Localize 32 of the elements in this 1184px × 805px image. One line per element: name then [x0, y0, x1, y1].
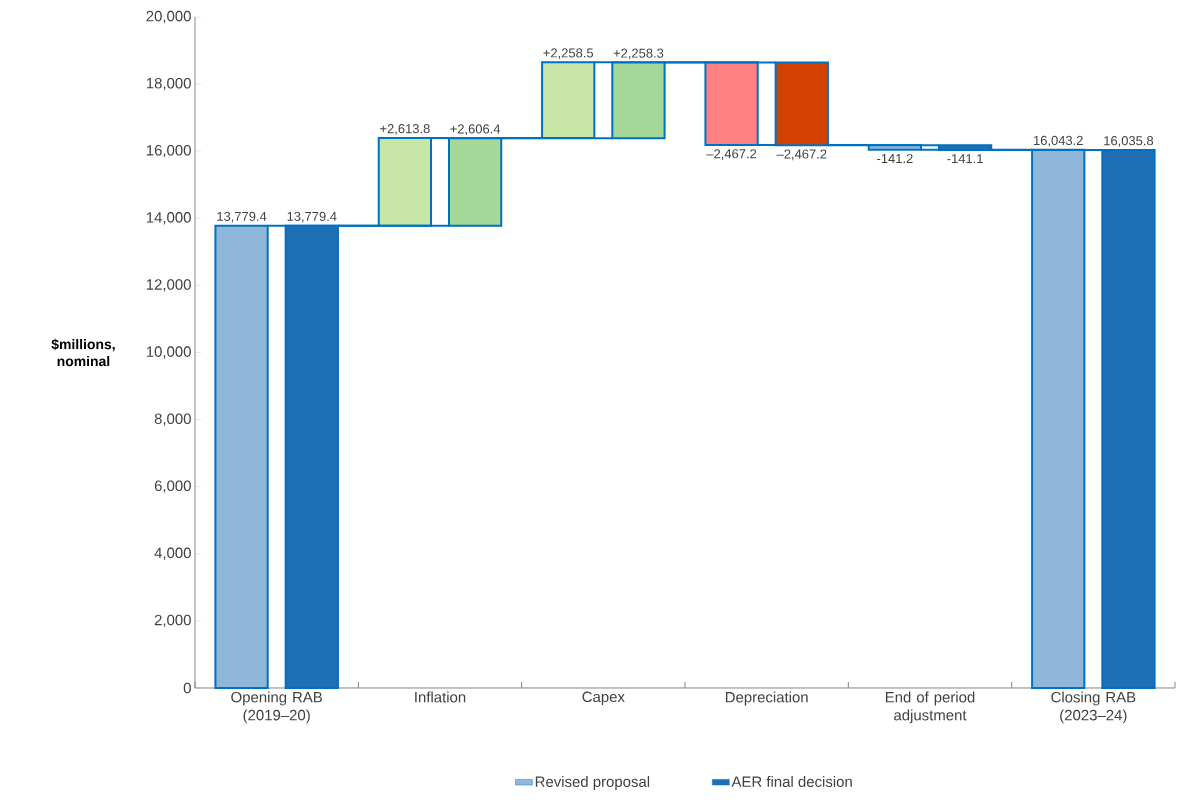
data-label: 16,043.2 [1034, 135, 1083, 147]
x-tick-label: Opening RAB (2019–20) [231, 691, 322, 724]
data-label: -141.2 [877, 153, 913, 163]
y-tick-label: 20,000 [146, 10, 191, 24]
legend-label: AER final decision [731, 776, 852, 788]
y-tick-label: 4,000 [154, 547, 191, 560]
x-tick-label: Capex [582, 691, 625, 706]
y-tick-label: 12,000 [146, 279, 191, 292]
y-axis-title: $millions, nominal [51, 338, 115, 367]
data-label: -141.1 [947, 154, 983, 164]
x-tick-label: Depreciation [725, 691, 808, 706]
y-tick-label: 18,000 [146, 77, 191, 91]
data-label: +2,606.4 [450, 124, 501, 136]
data-label: 13,779.4 [217, 211, 267, 223]
x-tick-label: End of period adjustment [885, 691, 975, 724]
legend-label: Revised proposal [535, 776, 650, 790]
x-tick-label: Inflation [415, 691, 466, 703]
y-tick-label: 14,000 [146, 212, 191, 225]
data-label: +2,258.3 [613, 48, 664, 60]
y-tick-label: 0 [183, 682, 191, 694]
y-tick-label: 16,000 [146, 145, 191, 158]
data-label: 16,035.8 [1104, 136, 1154, 147]
y-tick-label: 8,000 [154, 413, 191, 426]
y-tick-label: 2,000 [154, 614, 191, 628]
y-tick-label: 10,000 [146, 346, 191, 359]
data-label: –2,467.2 [706, 149, 757, 160]
x-tick-label: Closing RAB (2023–24) [1051, 691, 1136, 724]
data-label: 13,779.4 [287, 211, 337, 223]
data-label: +2,613.8 [380, 124, 430, 135]
data-label: –2,467.2 [776, 149, 827, 161]
y-tick-label: 6,000 [154, 480, 191, 493]
data-label: +2,258.5 [543, 48, 594, 60]
